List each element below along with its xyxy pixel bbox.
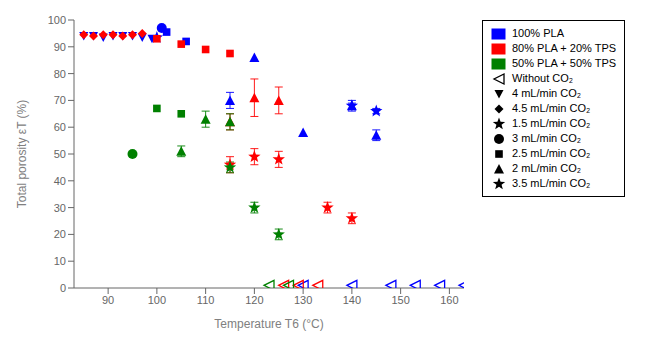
svg-text:150: 150: [391, 294, 409, 306]
svg-text:120: 120: [245, 294, 263, 306]
html-text:3 mL/min CO₂: 3 mL/min CO₂: [512, 132, 582, 144]
svg-text:90: 90: [54, 41, 66, 53]
svg-text:50: 50: [54, 148, 66, 160]
svg-text:110: 110: [197, 294, 215, 306]
svg-text:100: 100: [48, 14, 66, 26]
svg-text:160: 160: [440, 294, 458, 306]
svg-text:20: 20: [54, 228, 66, 240]
html-text:Without CO₂: Without CO₂: [512, 72, 574, 84]
svg-text:100: 100: [148, 294, 166, 306]
svg-text:70: 70: [54, 94, 66, 106]
svg-text:10: 10: [54, 255, 66, 267]
html-text:4.5 mL/min CO₂: 4.5 mL/min CO₂: [512, 102, 591, 114]
svg-text:Total porosity εT (%): Total porosity εT (%): [15, 100, 29, 209]
html-text:2.5 mL/min CO₂: 2.5 mL/min CO₂: [512, 147, 591, 159]
svg-text:Temperature T6 (°C): Temperature T6 (°C): [214, 317, 323, 331]
html-text:1.5 mL/min CO₂: 1.5 mL/min CO₂: [512, 117, 591, 129]
svg-text:40: 40: [54, 175, 66, 187]
html-text:50% PLA + 50% TPS: 50% PLA + 50% TPS: [512, 57, 617, 69]
html-text:4 mL/min CO₂: 4 mL/min CO₂: [512, 87, 582, 99]
html-text:3.5 mL/min CO₂: 3.5 mL/min CO₂: [512, 177, 591, 189]
svg-text:30: 30: [54, 202, 66, 214]
svg-text:90: 90: [102, 294, 114, 306]
html-text:2 mL/min CO₂: 2 mL/min CO₂: [512, 162, 582, 174]
html-text:80% PLA + 20% TPS: 80% PLA + 20% TPS: [512, 42, 617, 54]
svg-text:130: 130: [294, 294, 312, 306]
svg-text:140: 140: [343, 294, 361, 306]
svg-text:80: 80: [54, 68, 66, 80]
svg-text:0: 0: [60, 282, 66, 294]
svg-text:60: 60: [54, 121, 66, 133]
html-text:100% PLA: 100% PLA: [512, 27, 564, 39]
